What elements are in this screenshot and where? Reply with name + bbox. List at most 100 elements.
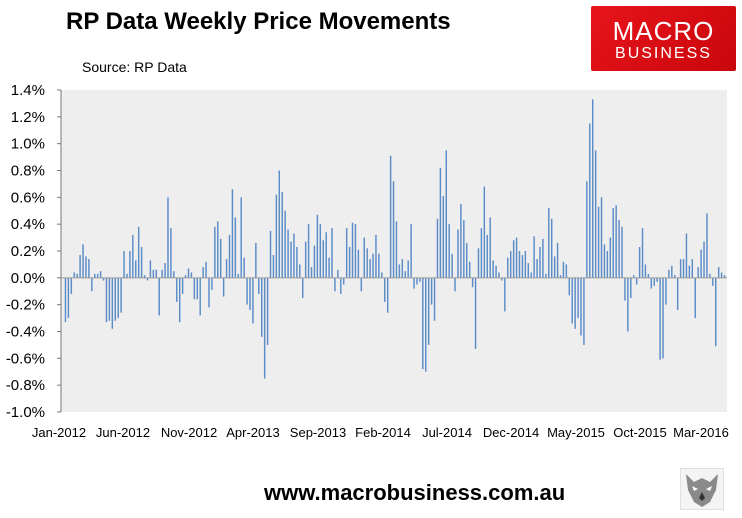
- bar-week-32: [155, 269, 157, 278]
- bar-week-185: [603, 244, 606, 278]
- y-tick-label: -1.0%: [6, 404, 45, 421]
- y-axis-ticks: -1.0% -0.8% -0.6% -0.4% -0.2% 0.0% 0.2% 0.4% 0.6…: [6, 82, 61, 421]
- bar-week-19: [117, 277, 119, 319]
- bar-week-184: [600, 197, 603, 278]
- bar-week-128: [436, 218, 439, 278]
- x-tick-label: Jun-2012: [96, 425, 150, 440]
- bar-week-114: [395, 221, 398, 278]
- x-tick-label: Nov-2012: [161, 425, 217, 440]
- bar-week-25: [135, 260, 137, 278]
- bar-week-152: [507, 257, 509, 278]
- bar-week-83: [304, 241, 307, 278]
- y-tick-label: 1.0%: [11, 136, 45, 153]
- bar-week-64: [249, 277, 251, 311]
- y-tick-label: 1.2%: [11, 109, 45, 126]
- bar-week-24: [132, 234, 134, 278]
- bar-week-71: [269, 230, 272, 278]
- bar-week-188: [612, 208, 614, 278]
- bar-week-203: [656, 277, 658, 282]
- bar-week-139: [468, 261, 471, 278]
- bar-week-16: [108, 277, 111, 321]
- bar-week-6: [79, 255, 81, 278]
- bar-week-108: [378, 253, 380, 278]
- bar-week-56: [225, 259, 228, 278]
- bar-week-101: [357, 249, 360, 278]
- bar-week-145: [486, 234, 488, 278]
- logo-text-macro: MACRO: [612, 16, 715, 46]
- bar-week-180: [589, 123, 591, 278]
- bar-week-53: [217, 221, 219, 278]
- bar-week-95: [340, 277, 342, 294]
- bar-week-189: [615, 205, 617, 278]
- bar-week-111: [386, 277, 389, 313]
- bar-week-5: [76, 273, 78, 278]
- bar-week-58: [231, 189, 234, 278]
- bar-week-159: [527, 263, 530, 278]
- bar-week-191: [621, 226, 623, 278]
- bar-week-112: [389, 155, 392, 278]
- bar-week-109: [381, 272, 383, 278]
- bar-week-223: [715, 277, 717, 347]
- y-tick-label: 1.4%: [11, 82, 45, 99]
- bar-week-27: [140, 246, 143, 278]
- bar-week-70: [266, 277, 269, 345]
- macrobusiness-logo[interactable]: MACRO BUSINESS: [591, 6, 736, 71]
- bar-week-57: [228, 234, 231, 278]
- bar-week-31: [152, 269, 155, 278]
- bar-week-33: [158, 277, 160, 316]
- x-tick-label: Apr-2013: [226, 425, 279, 440]
- bar-week-204: [659, 277, 661, 360]
- bar-week-63: [246, 277, 248, 305]
- bar-week-55: [222, 277, 225, 297]
- y-tick-label: -0.4%: [6, 324, 45, 341]
- bar-week-50: [208, 277, 210, 308]
- bar-week-48: [202, 267, 204, 278]
- bar-week-154: [512, 240, 515, 278]
- bar-week-200: [647, 273, 650, 278]
- bar-week-187: [609, 237, 612, 278]
- website-url[interactable]: www.macrobusiness.com.au: [264, 480, 566, 505]
- bar-week-224: [717, 267, 720, 278]
- bar-week-120: [413, 277, 415, 289]
- bar-week-143: [480, 228, 483, 278]
- bar-week-67: [258, 277, 260, 294]
- bar-week-17: [111, 277, 114, 329]
- bar-week-179: [586, 181, 588, 278]
- bar-week-84: [307, 224, 310, 278]
- bar-week-186: [606, 251, 609, 278]
- bar-week-168: [553, 256, 556, 278]
- bar-week-133: [451, 253, 453, 278]
- bar-week-171: [562, 261, 565, 278]
- bar-week-11: [94, 273, 96, 278]
- bar-week-93: [334, 277, 336, 292]
- bar-week-196: [635, 277, 638, 285]
- bar-week-38: [173, 271, 175, 278]
- bar-week-144: [483, 186, 486, 278]
- bar-week-42: [184, 275, 187, 278]
- bar-week-217: [697, 267, 699, 278]
- bar-week-46: [196, 277, 199, 300]
- bar-week-212: [682, 259, 685, 278]
- bar-week-86: [313, 245, 316, 278]
- bar-week-122: [419, 277, 421, 282]
- x-axis-ticks: Jan-2012 Jun-2012 Nov-2012 Apr-2013 Sep-2013…: [32, 425, 729, 440]
- bar-week-79: [293, 233, 295, 278]
- bar-week-116: [401, 259, 404, 278]
- bar-week-215: [691, 259, 694, 278]
- bar-week-80: [296, 246, 298, 278]
- bar-week-1: [64, 277, 67, 323]
- bar-week-164: [542, 238, 544, 278]
- bar-week-97: [345, 228, 348, 278]
- bar-week-12: [96, 273, 99, 278]
- bar-week-77: [287, 229, 289, 278]
- x-tick-label: Sep-2013: [290, 425, 346, 440]
- bar-week-127: [433, 277, 436, 321]
- bar-week-193: [627, 277, 629, 332]
- bar-week-76: [284, 210, 286, 278]
- bar-week-113: [392, 181, 395, 278]
- bar-week-162: [536, 259, 538, 278]
- bar-week-219: [703, 241, 705, 278]
- bar-week-60: [237, 273, 240, 278]
- bar-week-172: [565, 264, 568, 278]
- bar-week-165: [545, 273, 547, 278]
